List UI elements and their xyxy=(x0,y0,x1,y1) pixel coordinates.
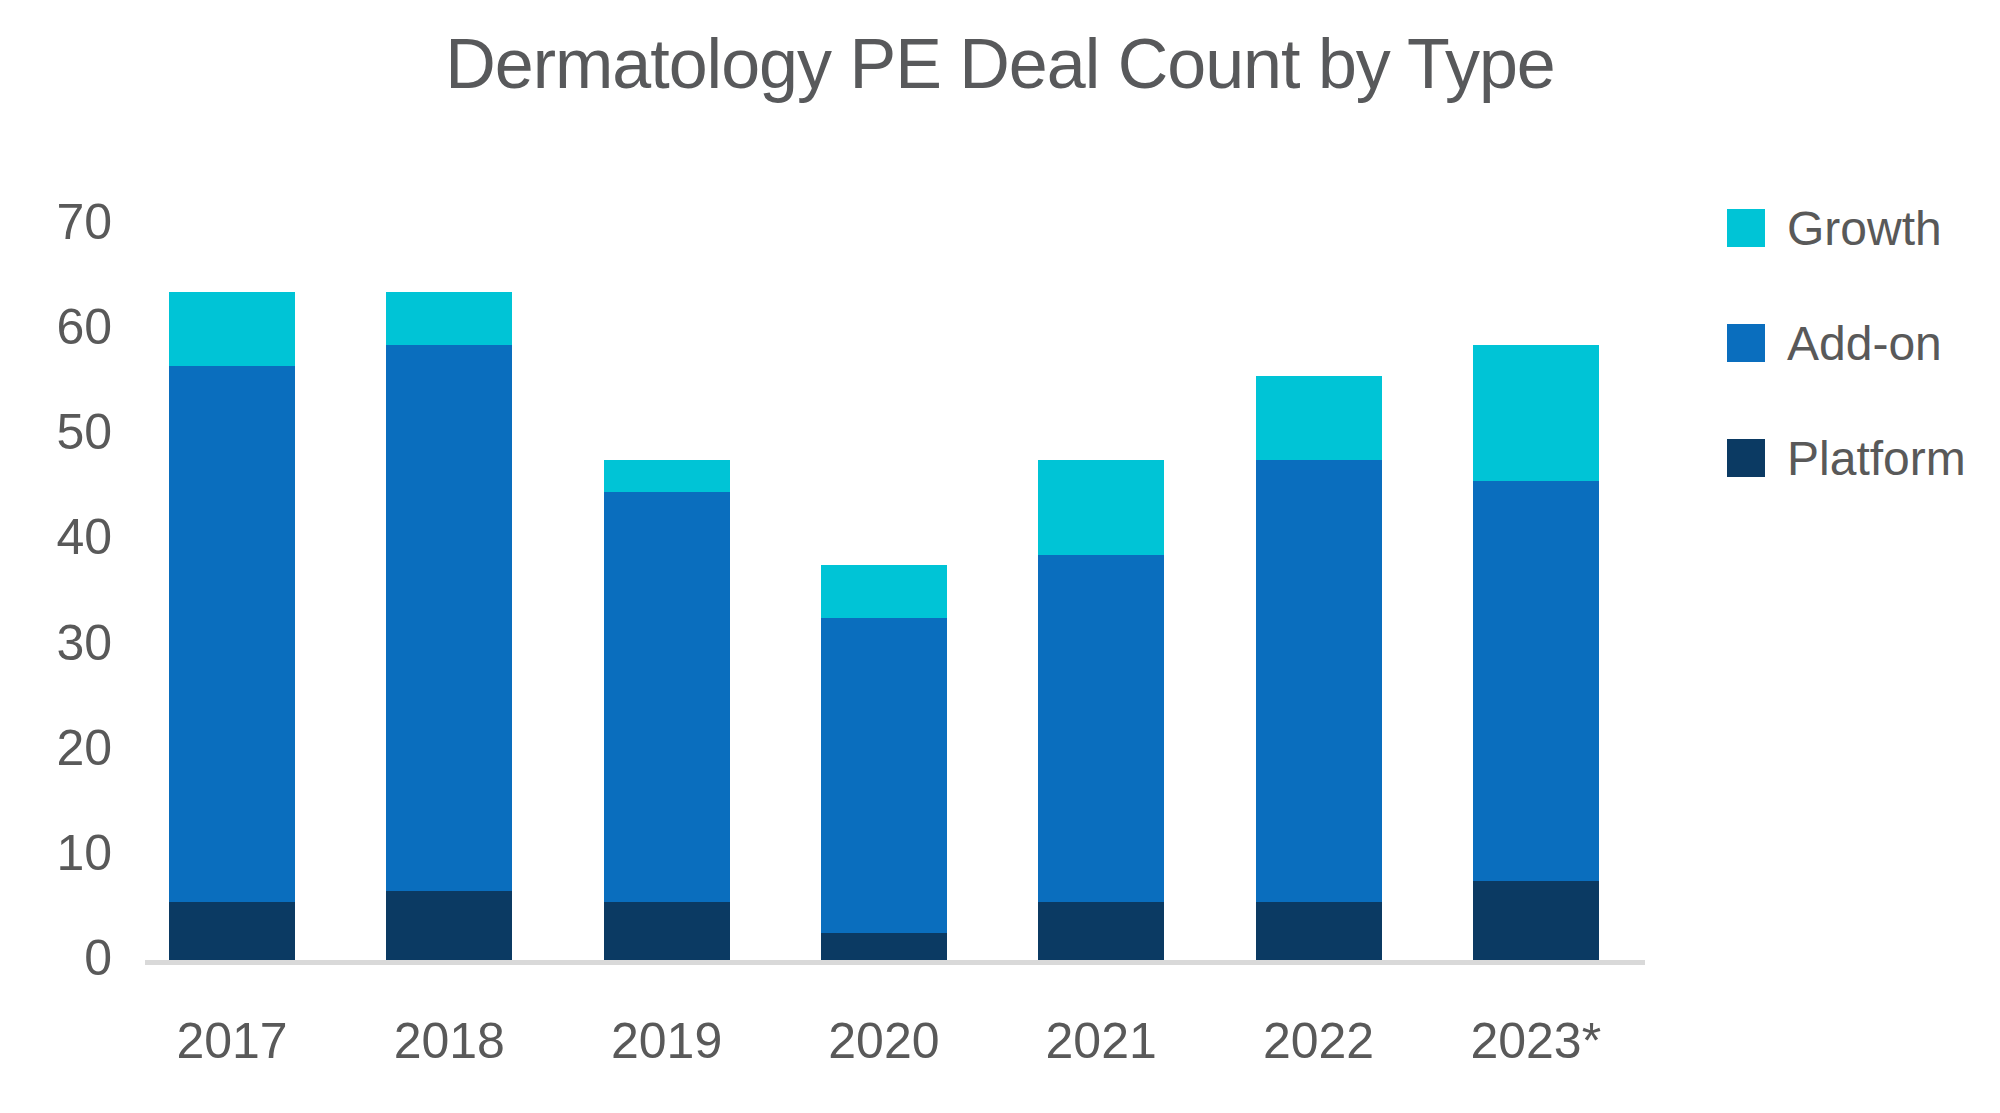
x-axis-line xyxy=(145,960,1645,965)
bar-2022 xyxy=(1256,0,1382,1113)
bar-2018 xyxy=(386,0,512,1113)
y-axis-tick-label: 30 xyxy=(10,617,112,669)
bar-segment-platform xyxy=(1038,902,1164,965)
legend-swatch-growth xyxy=(1727,209,1765,247)
bar-segment-growth xyxy=(821,565,947,618)
bar-segment-growth xyxy=(1256,376,1382,460)
x-axis-label-2017: 2017 xyxy=(117,1012,347,1070)
bar-2020 xyxy=(821,0,947,1113)
y-axis-tick-label: 20 xyxy=(10,722,112,774)
x-axis-label-2019: 2019 xyxy=(552,1012,782,1070)
legend-label-platform: Platform xyxy=(1787,431,1966,486)
x-axis-label-2020: 2020 xyxy=(769,1012,999,1070)
bar-segment-addon xyxy=(169,366,295,902)
x-axis-label-2021: 2021 xyxy=(986,1012,1216,1070)
bar-segment-addon xyxy=(604,492,730,902)
x-axis-label-2022: 2022 xyxy=(1204,1012,1434,1070)
y-axis-tick-label: 0 xyxy=(10,932,112,984)
legend-item-growth: Growth xyxy=(1727,203,1942,253)
legend-label-addon: Add-on xyxy=(1787,316,1942,371)
y-axis-tick-label: 50 xyxy=(10,406,112,458)
legend-item-addon: Add-on xyxy=(1727,318,1942,368)
bar-segment-platform xyxy=(386,891,512,965)
plot-area: 0 10 20 30 40 50 60 70 201720182019202020212022… xyxy=(0,0,2000,1113)
bar-segment-growth xyxy=(169,292,295,366)
bar-2019 xyxy=(604,0,730,1113)
bar-segment-addon xyxy=(386,345,512,892)
bar-2017 xyxy=(169,0,295,1113)
y-axis-tick-label: 60 xyxy=(10,301,112,353)
legend-swatch-platform xyxy=(1727,439,1765,477)
legend-item-platform: Platform xyxy=(1727,433,1966,483)
y-axis-tick-label: 70 xyxy=(10,196,112,248)
bar-segment-growth xyxy=(1038,460,1164,555)
y-axis-tick-label: 40 xyxy=(10,511,112,563)
x-axis-label-2023: 2023* xyxy=(1421,1012,1651,1070)
bar-segment-addon xyxy=(821,618,947,933)
bar-segment-addon xyxy=(1473,481,1599,881)
bar-2023 xyxy=(1473,0,1599,1113)
bar-segment-growth xyxy=(386,292,512,345)
bar-2021 xyxy=(1038,0,1164,1113)
bar-segment-platform xyxy=(1473,881,1599,965)
bar-segment-addon xyxy=(1038,555,1164,902)
y-axis-tick-label: 10 xyxy=(10,827,112,879)
bar-segment-growth xyxy=(1473,345,1599,482)
x-axis-label-2018: 2018 xyxy=(334,1012,564,1070)
bar-segment-platform xyxy=(604,902,730,965)
legend-swatch-addon xyxy=(1727,324,1765,362)
bar-segment-platform xyxy=(169,902,295,965)
bar-segment-addon xyxy=(1256,460,1382,902)
legend-label-growth: Growth xyxy=(1787,201,1942,256)
bar-segment-platform xyxy=(1256,902,1382,965)
bar-segment-growth xyxy=(604,460,730,492)
